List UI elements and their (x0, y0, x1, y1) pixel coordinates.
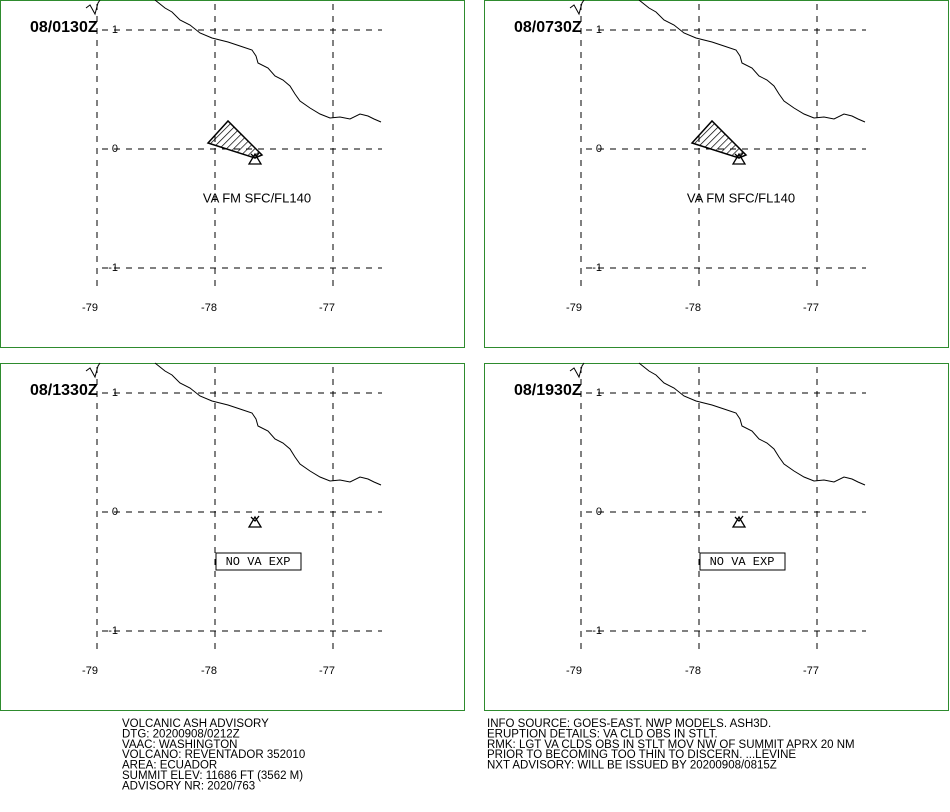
volcano-symbol (731, 152, 747, 165)
lat-label: 1 (596, 387, 602, 399)
lat-label: 1 (112, 24, 118, 36)
lon-label: -77 (319, 665, 335, 677)
advisory-line: VOLCANIC ASH ADVISORY (122, 718, 269, 730)
lon-label: -77 (803, 665, 819, 677)
advisory-line: PRIOR TO BECOMING TOO THIN TO DISCERN. .… (487, 749, 796, 761)
ash-annotation: NO VA EXP (226, 555, 291, 569)
ash-cloud (206, 119, 264, 159)
valid-time: 08/0130Z (30, 19, 98, 36)
coastline (85, 0, 101, 16)
coastline (154, 362, 382, 486)
lon-label: -79 (82, 302, 98, 314)
advisory-line: DTG: 20200908/0212Z (122, 728, 240, 740)
advisory-line: ADVISORY NR: 2020/763 (122, 780, 255, 792)
volcano-symbol (731, 515, 747, 528)
lat-label: -1 (592, 625, 602, 637)
lon-label: -78 (201, 665, 217, 677)
ash-annotation: NO VA EXP (710, 555, 775, 569)
coastline (638, 362, 866, 486)
valid-time: 08/1330Z (30, 382, 98, 399)
lat-label: 0 (112, 143, 118, 155)
panel-border (0, 363, 465, 711)
advisory-line: NXT ADVISORY: WILL BE ISSUED BY 20200908… (487, 760, 777, 772)
lat-label: 1 (112, 387, 118, 399)
lat-label: 0 (596, 506, 602, 518)
volcano-symbol (247, 152, 263, 165)
lat-label: -1 (108, 262, 118, 274)
annotation-box (215, 552, 302, 571)
panel-border (484, 0, 949, 348)
lon-label: -78 (685, 665, 701, 677)
coastline (569, 0, 585, 16)
lat-label: -1 (108, 625, 118, 637)
valid-time: 08/0730Z (514, 19, 582, 36)
lat-label: 0 (596, 143, 602, 155)
advisory-line: AREA: ECUADOR (122, 760, 217, 772)
coastline (85, 362, 101, 379)
advisory-line: INFO SOURCE: GOES-EAST. NWP MODELS. ASH3… (487, 718, 771, 730)
advisory-line: RMK: LGT VA CLDS OBS IN STLT MOV NW OF S… (487, 739, 855, 751)
panel-border (0, 0, 465, 348)
map-panel: 08/0130Z 1 0 -1 -79 -78 -77 VA FM SFC/FL140 (0, 0, 465, 348)
ash-annotation: VA FM SFC/FL140 (203, 190, 311, 205)
volcano-symbol (247, 515, 263, 528)
valid-time: 08/1930Z (514, 382, 582, 399)
panel-border (484, 363, 949, 711)
coastline (569, 362, 585, 379)
lon-label: -78 (201, 302, 217, 314)
lat-label: 0 (112, 506, 118, 518)
annotation-box (699, 552, 786, 571)
lat-label: 1 (596, 24, 602, 36)
map-panel: 08/0730Z 1 0 -1 -79 -78 -77 VA FM SFC/FL140 (484, 0, 949, 348)
lon-label: -79 (566, 302, 582, 314)
ash-cloud (690, 119, 748, 159)
coastline (638, 0, 866, 123)
advisory-line: SUMMIT ELEV: 11686 FT (3562 M) (122, 770, 303, 782)
lat-label: -1 (592, 262, 602, 274)
lon-label: -78 (685, 302, 701, 314)
lon-label: -77 (319, 302, 335, 314)
advisory-line: VAAC: WASHINGTON (122, 739, 237, 751)
advisory-line: ERUPTION DETAILS: VA CLD OBS IN STLT. (487, 728, 718, 740)
lon-label: -79 (82, 665, 98, 677)
lon-label: -79 (566, 665, 582, 677)
ash-annotation: VA FM SFC/FL140 (687, 190, 795, 205)
map-panel: 08/1330Z 1 0 -1 -79 -78 -77 NO VA EXP (0, 362, 465, 711)
advisory-line: VOLCANO: REVENTADOR 352010 (122, 749, 305, 761)
lon-label: -77 (803, 302, 819, 314)
map-panel: 08/1930Z 1 0 -1 -79 -78 -77 NO VA EXP (484, 362, 949, 711)
coastline (154, 0, 382, 123)
